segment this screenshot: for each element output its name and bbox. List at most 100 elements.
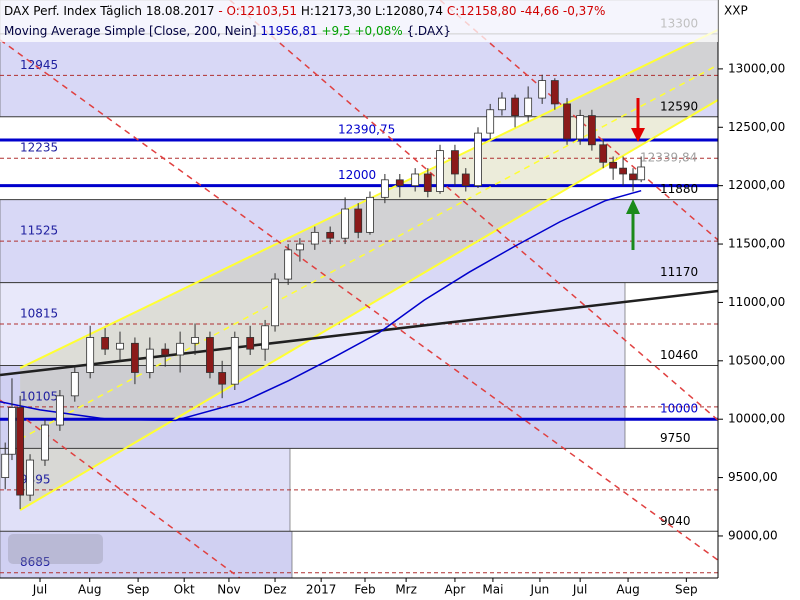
level-label: 10815 [20,307,58,321]
candle-body [1,453,10,478]
candle-body [70,372,79,397]
trendline [229,0,719,421]
candle-body [261,325,269,350]
y-tick-label: 13000,00 [728,61,785,75]
header-part: DAX Perf. Index Täglich [4,4,142,18]
x-tick-label: Nov [217,583,240,597]
symbol: XXP [724,4,748,18]
price-annotation: 12339,84 [640,150,697,164]
x-tick-label: Okt [174,583,195,597]
level-label: 11170 [660,265,698,279]
candle-body [354,208,363,233]
x-tick-label: Feb [354,583,375,597]
watermark-box [8,534,103,564]
level-label: 8685 [20,555,51,569]
candle-body [366,196,374,233]
header-part: 18.08.2017 [146,4,215,18]
trendline [0,289,719,377]
candle-body [246,337,255,350]
candle-body [637,166,646,181]
green-arrow-head [626,199,640,214]
header-part: -0,37% [563,4,605,18]
y-tick-label: 9500,00 [728,470,778,484]
candle-body [550,80,559,105]
header-part: C:12158,80 [447,4,517,18]
candle-body [538,80,547,99]
candle-body [284,249,293,280]
header-part: H:12173,30 [301,4,371,18]
candle-body [587,115,596,146]
subheader: Moving Average Simple [Close, 200, Nein]… [4,24,451,38]
candle-body [26,459,34,496]
y-tick-label: 12500,00 [728,120,785,134]
candle-body [436,150,444,192]
header-part: -44,66 [520,4,559,18]
candle-body [326,231,335,239]
level-label: 9750 [660,431,691,445]
trendline [0,399,241,579]
candle-body [395,179,404,187]
level-label: 9395 [20,472,51,486]
header-part: - O:12103,51 [218,4,297,18]
candle-body [524,97,533,116]
candle-body [563,103,571,140]
y-tick-label: 11500,00 [728,237,785,251]
x-tick-label: Sep [127,583,150,597]
x-tick-label: Mrz [395,583,417,597]
moving-average [0,189,642,422]
candle-body [271,278,279,327]
candle-body [423,173,432,192]
header-part: L:12080,74 [375,4,443,18]
subheader-part: Moving Average Simple [Close, 200, Nein] [4,24,257,38]
channel-fill [20,29,718,511]
y-tick-label: 10500,00 [728,353,785,367]
candle-body [218,372,227,385]
level-label: 12390,75 [338,123,395,137]
candle-body [599,144,608,163]
x-tick-label: Apr [445,583,466,597]
subheader-part: {.DAX} [406,24,451,38]
candle-body [116,342,124,350]
candle-body [451,150,459,175]
candle-body [161,348,170,356]
x-tick-label: Jun [530,583,550,597]
level-label: 9040 [660,514,691,528]
arrows [626,98,645,250]
candle-body [576,115,585,140]
plot: 13300129451259012390,7512235120001188011… [0,0,719,579]
header: DAX Perf. Index Täglich 18.08.2017 - O:1… [4,4,605,18]
subheader-part: +9,5 [321,24,350,38]
level-label: 12235 [20,141,58,155]
y-tick-label: 10000,00 [728,412,785,426]
x-tick-label: 2017 [306,583,337,597]
y-tick-label: 11000,00 [728,295,785,309]
candle-body [609,161,618,169]
candle-body [380,179,389,198]
candle-body [629,173,637,181]
x-tick-label: Dez [264,583,287,597]
candle-body [230,337,239,385]
level-label: 10460 [660,348,698,362]
candle-body [41,424,49,461]
y-tick-label: 12000,00 [728,178,785,192]
level-label: 11525 [20,224,58,238]
trendline [0,39,719,561]
x-tick-label: Jul [32,583,47,597]
candle-body [341,208,350,239]
candle-body [310,231,319,245]
level-label: 11880 [660,182,698,196]
band [0,530,293,579]
candle-body [55,395,64,426]
candle-body [206,337,214,373]
x-tick-label: Aug [616,583,639,597]
candle-body [8,407,16,455]
candle-body [86,337,95,373]
candle-body [176,342,185,356]
candle-body [101,337,109,350]
watermark [8,534,103,564]
candle-body [461,173,470,187]
candle-body [498,97,506,111]
candle-body [486,109,495,134]
candle-body [191,337,199,344]
